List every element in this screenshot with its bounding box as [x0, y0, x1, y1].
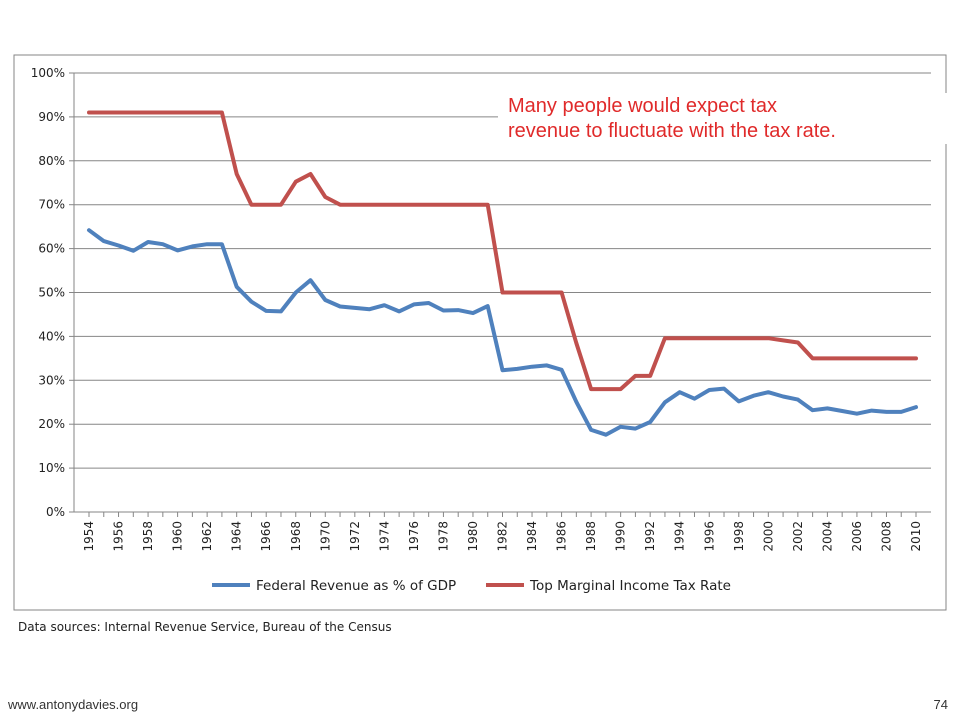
x-tick-label: 1980 [466, 521, 480, 552]
y-tick-label: 30% [38, 373, 65, 387]
chart-border [13, 54, 947, 611]
series-line-1 [87, 228, 918, 437]
x-tick-label: 1954 [82, 521, 96, 552]
x-tick-label: 1998 [732, 521, 746, 552]
annotation-line-2: revenue to fluctuate with the tax rate. [508, 120, 836, 142]
x-tick-label: 2002 [791, 521, 805, 552]
x-tick-label: 1964 [230, 521, 244, 552]
y-tick-label: 90% [38, 110, 65, 124]
legend-label-1: Federal Revenue as % of GDP [256, 578, 456, 594]
x-tick-label: 1956 [112, 521, 126, 552]
data-source: Data sources: Internal Revenue Service, … [18, 620, 392, 634]
y-tick-label: 0% [46, 505, 65, 519]
x-tick-label: 2008 [879, 521, 893, 552]
annotation-line-1: Many people would expect tax [508, 95, 778, 117]
x-tick-label: 1976 [407, 521, 421, 552]
x-tick-label: 2000 [761, 521, 775, 552]
x-tick-label: 1962 [200, 521, 214, 552]
y-tick-label: 80% [38, 154, 65, 168]
y-tick-label: 60% [38, 242, 65, 256]
x-tick-label: 1984 [525, 521, 539, 552]
x-tick-label: 1972 [348, 521, 362, 552]
y-tick-label: 100% [31, 66, 65, 80]
x-tick-label: 2004 [820, 521, 834, 552]
x-tick-label: 1970 [318, 521, 332, 552]
axes: 0% 10% 20% 30% 40% 50% 60% 70% 80% 90% 100% 1954 195… [31, 66, 931, 552]
x-tick-label: 1966 [259, 521, 273, 552]
x-tick-label: 1992 [643, 521, 657, 552]
x-tick-label: 2010 [909, 521, 923, 552]
y-tick-label: 40% [38, 329, 65, 343]
x-tick-label: 1990 [614, 521, 628, 552]
y-tick-label: 50% [38, 286, 65, 300]
series [87, 110, 918, 437]
series-line-2 [87, 110, 918, 392]
x-tick-label: 1978 [436, 521, 450, 552]
x-tick-label: 1986 [555, 521, 569, 552]
x-tick-label: 1974 [377, 521, 391, 552]
y-tick-label: 20% [38, 417, 65, 431]
x-tick-label: 1960 [171, 521, 185, 552]
annotation: Many people would expect tax revenue to … [498, 93, 958, 144]
page-number: 74 [933, 697, 948, 712]
legend-label-2: Top Marginal Income Tax Rate [529, 578, 731, 594]
x-tick-label: 1982 [496, 521, 510, 552]
x-tick-label: 1968 [289, 521, 303, 552]
x-tick-label: 2006 [850, 521, 864, 552]
website-link[interactable]: www.antonydavies.org [8, 697, 139, 712]
y-tick-label: 10% [38, 461, 65, 475]
x-tick-label: 1958 [141, 521, 155, 552]
legend: Federal Revenue as % of GDP Top Marginal … [212, 578, 731, 594]
x-tick-label: 1994 [673, 521, 687, 552]
y-tick-label: 70% [38, 198, 65, 212]
x-tick-label: 1988 [584, 521, 598, 552]
x-tick-label: 1996 [702, 521, 716, 552]
